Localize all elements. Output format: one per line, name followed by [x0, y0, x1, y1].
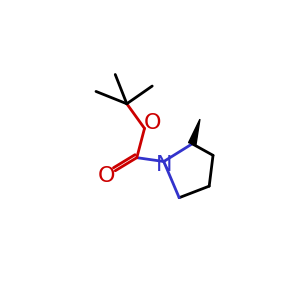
Text: O: O — [97, 166, 115, 186]
Text: O: O — [143, 113, 161, 133]
Text: N: N — [155, 154, 172, 175]
Polygon shape — [189, 119, 200, 145]
